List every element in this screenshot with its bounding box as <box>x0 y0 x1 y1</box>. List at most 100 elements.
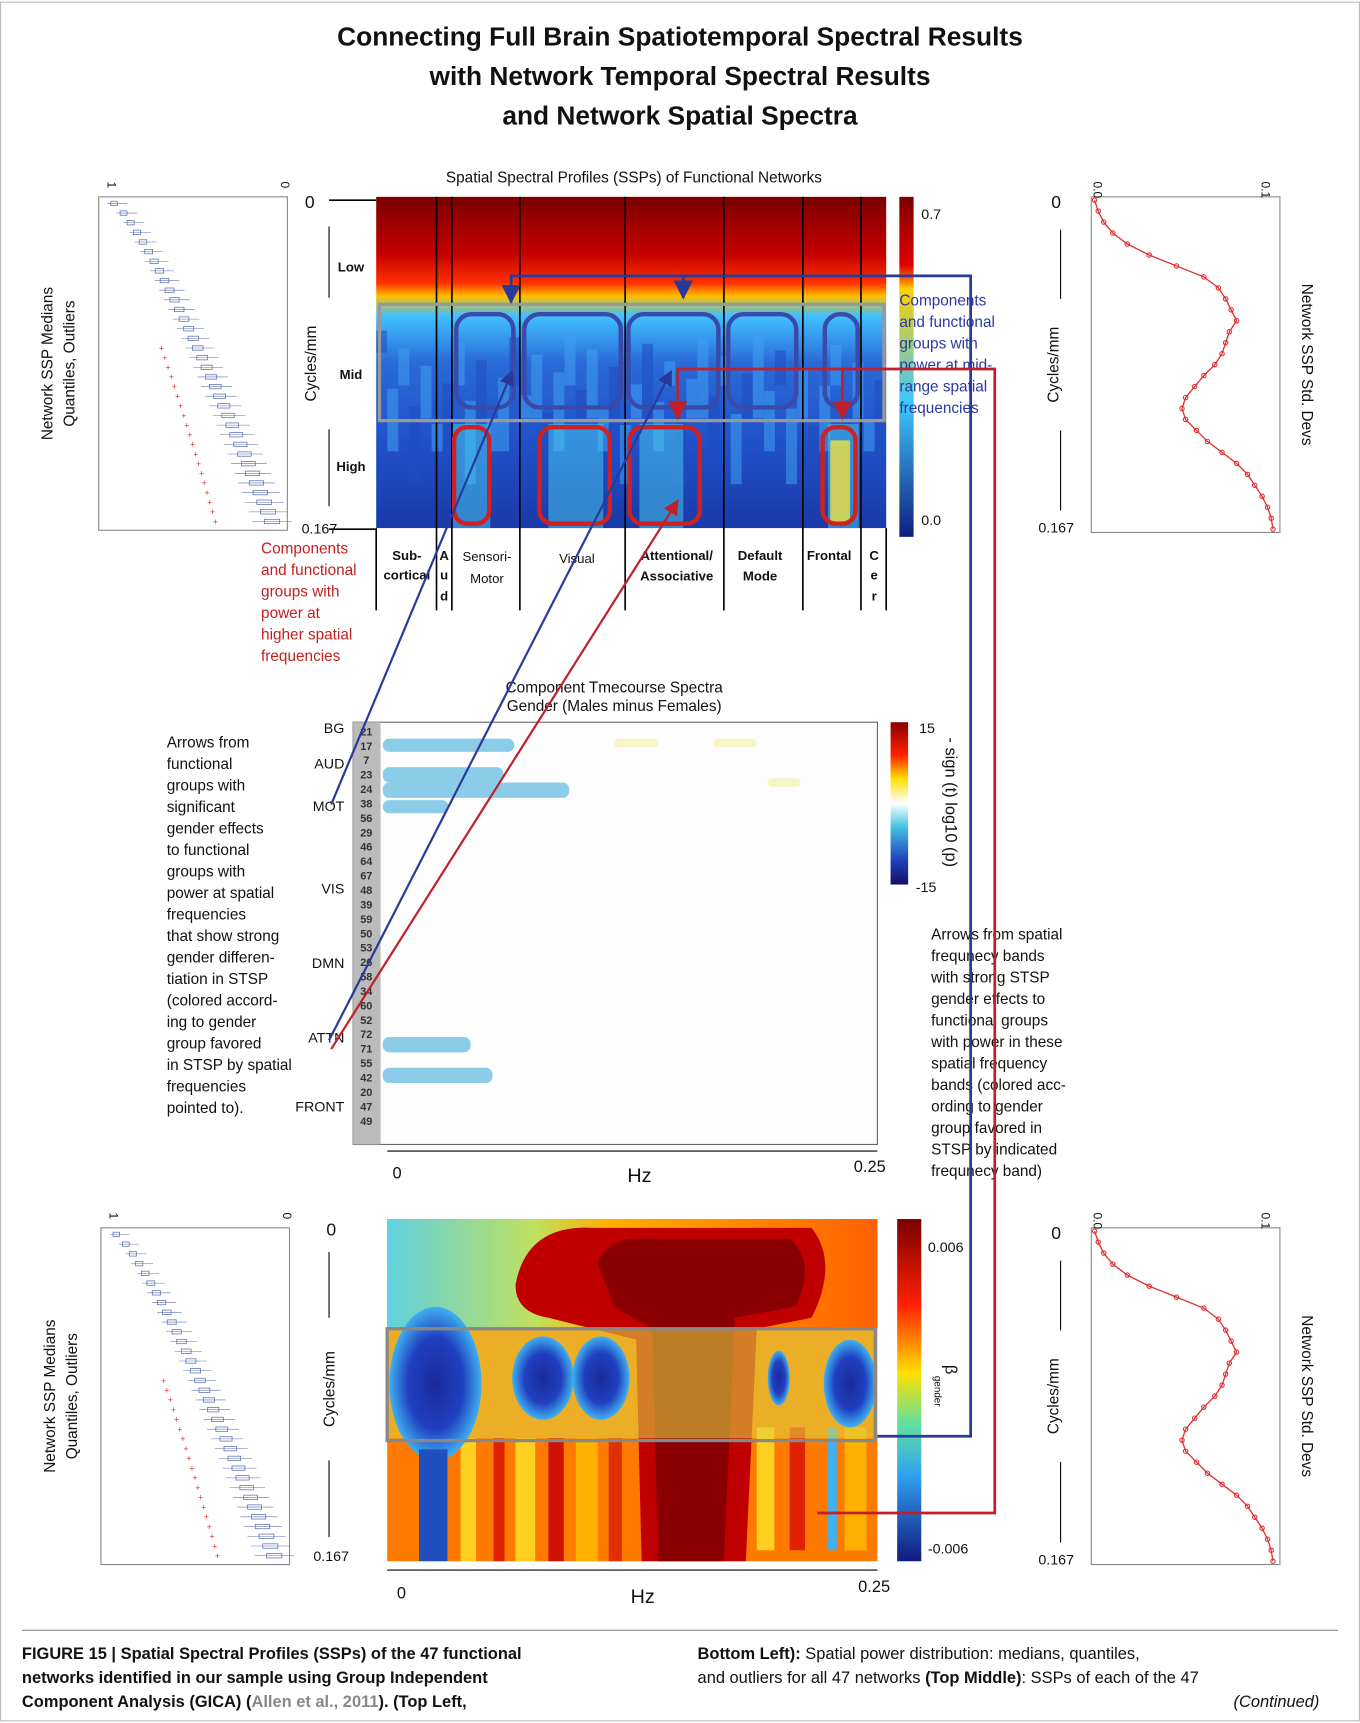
figure-title: and Network Spatial Spectra <box>502 100 858 130</box>
label: 1 <box>107 1212 121 1219</box>
label: Cycles/mm <box>303 326 320 402</box>
label: DMN <box>312 956 344 972</box>
heatmap-cell <box>864 421 875 452</box>
label: 0.0 <box>1090 1212 1104 1229</box>
caption-segment: Component Analysis (GICA) ( <box>22 1693 252 1711</box>
label: Arrows from spatial <box>931 926 1062 943</box>
figure-title: Connecting Full Brain Spatiotemporal Spe… <box>337 22 1023 52</box>
label: C <box>869 548 879 563</box>
label: 47 <box>360 1101 372 1113</box>
page: {"title":["Connecting Full Brain Spatiot… <box>0 0 1360 1723</box>
label: group favored in <box>931 1120 1042 1137</box>
heatmap-cell <box>830 345 841 386</box>
label: 0 <box>397 1585 406 1603</box>
caption-segment: (Continued) <box>1234 1693 1320 1711</box>
label: MOT <box>313 799 345 815</box>
caption-line: (Continued) <box>1234 1693 1320 1711</box>
label: 0.167 <box>313 1549 349 1565</box>
label: tiation in STSP <box>167 971 269 988</box>
label: Mid <box>340 367 363 382</box>
heatmap-region <box>573 1336 630 1419</box>
label: in STSP by spatial <box>167 1057 292 1074</box>
label: frequencies <box>167 906 247 923</box>
heatmap-cell <box>565 332 576 386</box>
label: Component Tmecourse Spectra <box>506 680 724 697</box>
effect-band <box>383 800 449 813</box>
heatmap-cell <box>548 424 603 528</box>
label: Hz <box>627 1165 651 1187</box>
label: frequencies <box>261 648 341 665</box>
label: 17 <box>360 741 372 753</box>
label: to functional <box>167 842 250 859</box>
label: Attentional/ <box>641 548 714 563</box>
label: Arrows from <box>167 734 250 751</box>
outlier: + <box>196 459 201 469</box>
heatmap-region <box>576 1438 598 1561</box>
label: groups with <box>899 335 977 352</box>
label: Hz <box>631 1586 655 1608</box>
effect-band <box>614 739 658 748</box>
label: groups with <box>261 583 339 600</box>
label: 42 <box>360 1073 372 1085</box>
heatmap-region <box>824 1340 877 1428</box>
label: AUD <box>314 756 344 772</box>
caption-segment: networks identified in our sample using … <box>22 1669 488 1687</box>
label: u <box>440 568 448 583</box>
outlier: + <box>202 478 207 488</box>
label: 49 <box>360 1116 372 1128</box>
label: VIS <box>321 881 344 897</box>
label: 1 <box>104 182 118 189</box>
label: Network SSP Medians <box>40 287 57 441</box>
outlier: + <box>177 1424 182 1434</box>
label: 39 <box>360 899 372 911</box>
label: 64 <box>360 856 373 868</box>
heatmap-region <box>757 1427 775 1550</box>
label: Sub- <box>392 548 421 563</box>
label: Spatial Spectral Profiles (SSPs) of Func… <box>446 170 822 187</box>
label: ording to gender <box>931 1098 1043 1115</box>
label: 0.167 <box>1038 1553 1074 1569</box>
label: 59 <box>360 914 372 926</box>
label: FRONT <box>295 1100 344 1116</box>
label: groups with <box>167 863 245 880</box>
outlier: + <box>174 1415 179 1425</box>
heatmap-cell <box>476 360 487 418</box>
label: with strong STSP <box>930 969 1050 986</box>
label: 0 <box>392 1164 401 1182</box>
caption-line: Bottom Left): Spatial power distribution… <box>698 1645 1140 1663</box>
label: functional <box>167 756 233 773</box>
outlier: + <box>171 1405 176 1415</box>
outlier: + <box>175 391 180 401</box>
outlier: + <box>198 1493 203 1503</box>
caption-line: networks identified in our sample using … <box>22 1669 488 1687</box>
outlier: + <box>209 1532 214 1542</box>
label: 67 <box>360 871 372 883</box>
label: 0 <box>1051 1223 1061 1243</box>
label: 0.7 <box>921 207 941 223</box>
effect-band <box>383 783 569 798</box>
label: Motor <box>470 571 504 586</box>
caption-segment: Allen et al., 2011 <box>251 1693 378 1711</box>
colorbar <box>891 722 909 884</box>
label: power at <box>261 605 321 622</box>
label: group favored <box>167 1035 262 1052</box>
label: spatial frequency <box>931 1055 1047 1072</box>
heatmap-cell <box>742 373 753 418</box>
label: -15 <box>916 880 937 896</box>
label: Quantiles, Outliers <box>64 1333 81 1460</box>
heatmap-region <box>494 1438 505 1561</box>
label: 0.167 <box>1038 520 1074 536</box>
label: 7 <box>363 755 369 767</box>
label: 0.0 <box>1090 182 1104 199</box>
label: significant <box>167 799 236 816</box>
label: 71 <box>360 1044 372 1056</box>
label: bands (colored acc- <box>931 1077 1066 1094</box>
label: d <box>440 588 448 603</box>
label: Network SSP Medians <box>42 1319 59 1473</box>
label: 46 <box>360 842 372 854</box>
outlier: + <box>168 1395 173 1405</box>
label: 15 <box>919 721 935 737</box>
heatmap-cell <box>409 406 420 484</box>
outlier: + <box>169 372 174 382</box>
label: 20 <box>360 1087 372 1099</box>
